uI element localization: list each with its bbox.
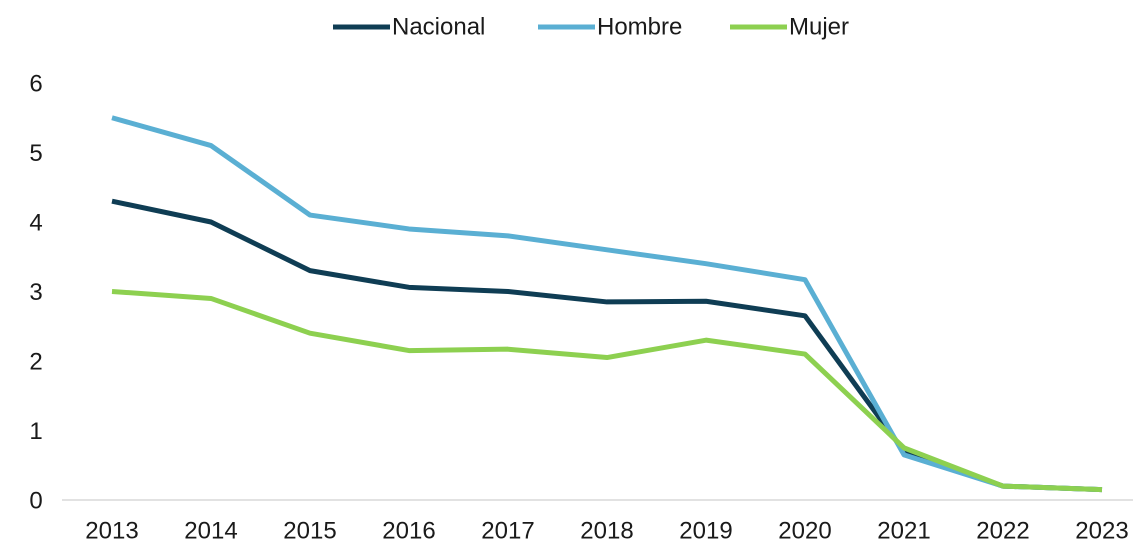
y-tick-label: 0 (29, 487, 42, 514)
legend-label: Nacional (392, 13, 485, 40)
series-line (111, 289, 1103, 493)
x-tick-label: 2017 (481, 517, 534, 544)
x-tick-label: 2016 (382, 517, 435, 544)
y-tick-label: 3 (29, 279, 42, 306)
x-tick-label: 2019 (679, 517, 732, 544)
x-tick-label: 2015 (283, 517, 336, 544)
y-tick-label: 6 (29, 70, 42, 97)
legend-label: Mujer (789, 13, 849, 40)
x-tick-label: 2022 (976, 517, 1029, 544)
series-line (111, 115, 1103, 493)
x-tick-label: 2021 (877, 517, 930, 544)
y-tick-label: 5 (29, 140, 42, 167)
x-tick-label: 2023 (1075, 517, 1128, 544)
series-line (111, 198, 1103, 493)
x-tick-label: 2014 (184, 517, 237, 544)
x-tick-label: 2020 (778, 517, 831, 544)
x-tick-label: 2013 (85, 517, 138, 544)
x-tick-label: 2018 (580, 517, 633, 544)
y-tick-label: 1 (29, 418, 42, 445)
y-tick-label: 2 (29, 348, 42, 375)
y-tick-label: 4 (29, 209, 42, 236)
legend-label: Hombre (597, 13, 682, 40)
